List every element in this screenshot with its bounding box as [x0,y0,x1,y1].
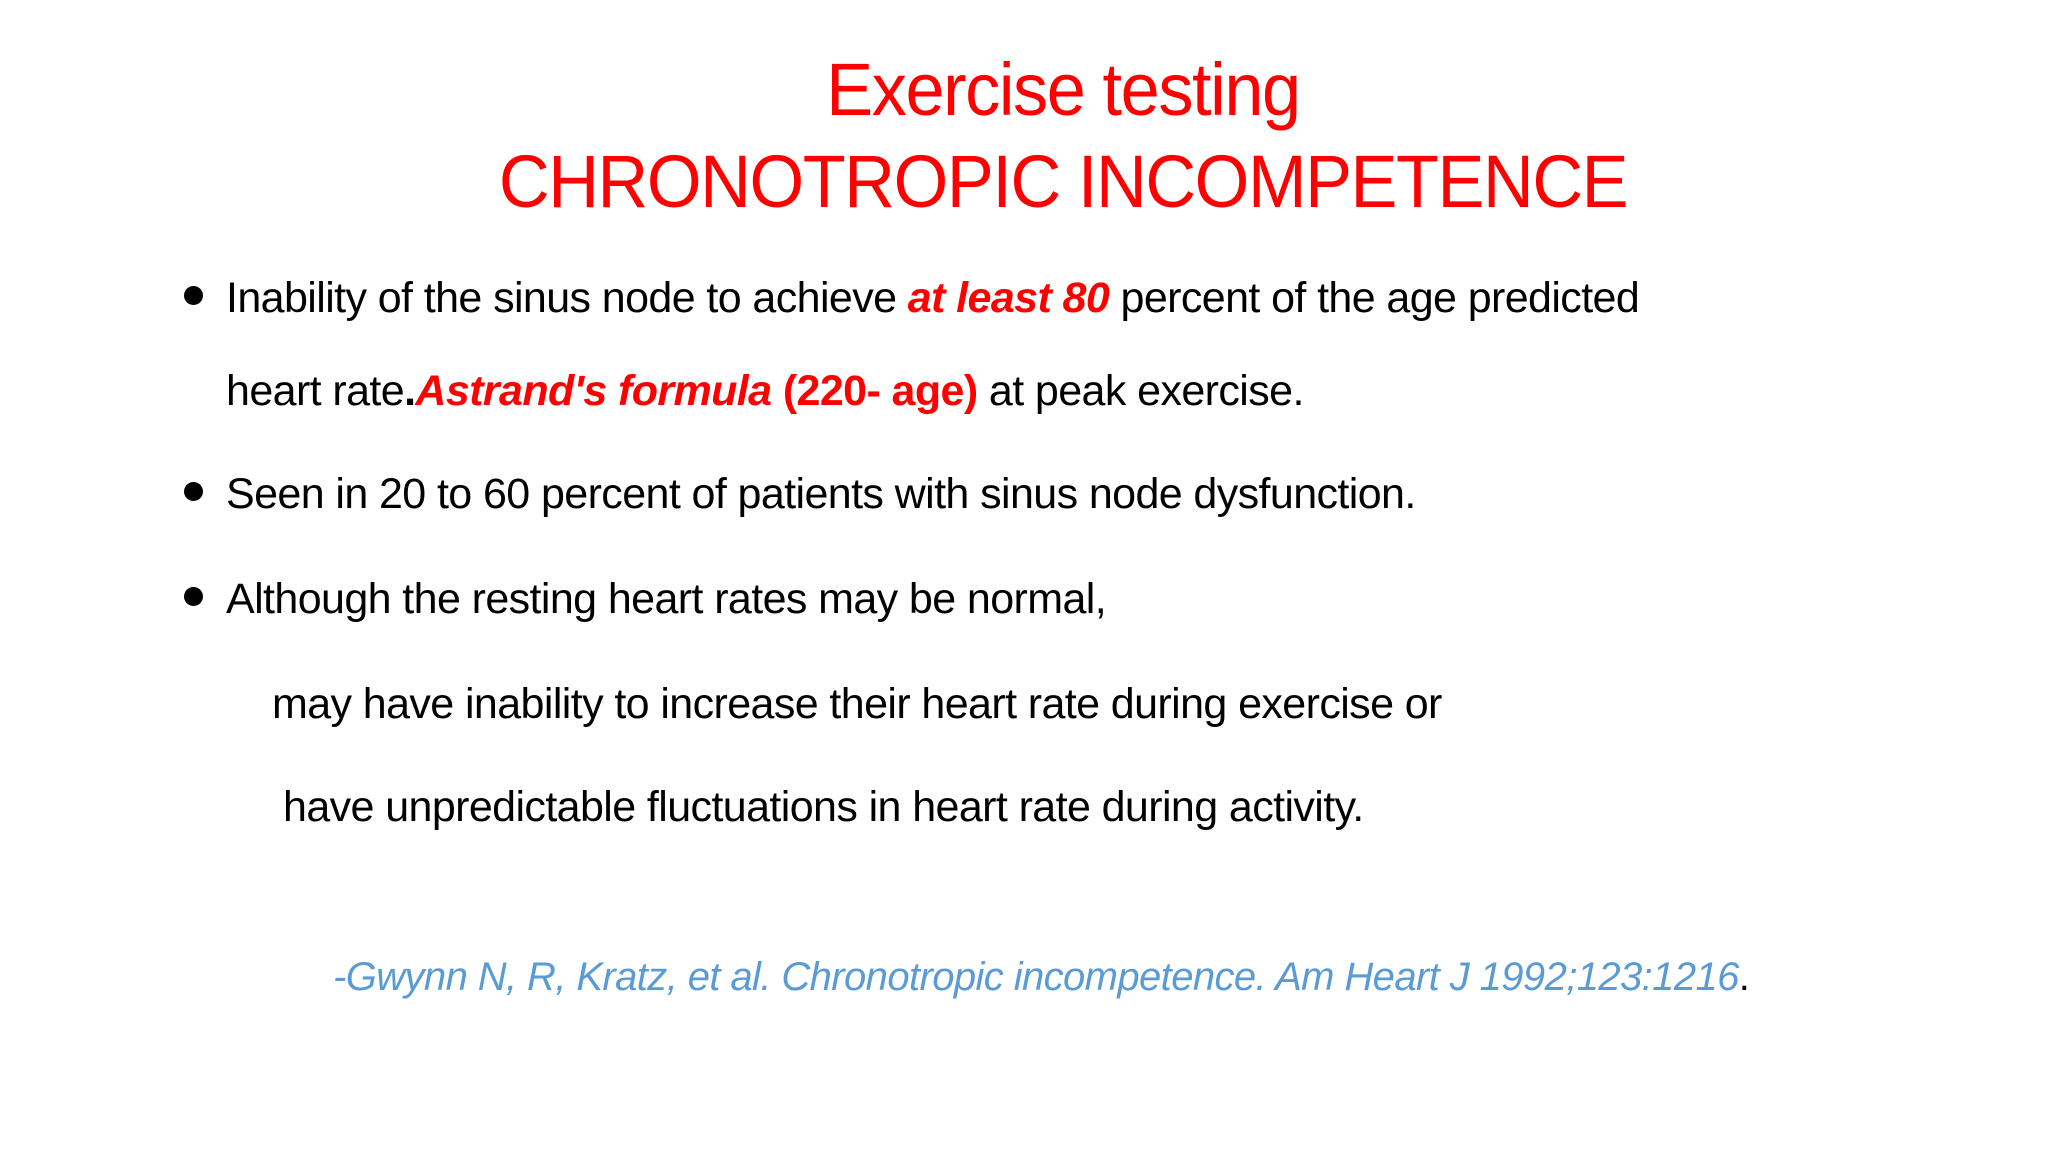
bullet-1-line-2: heart rate.Astrand's formula (220- age) … [226,370,1304,413]
bullet-icon [184,286,203,305]
bullet-icon [184,482,203,501]
bullet-1-text-post: percent of the age predicted [1109,274,1640,322]
bullet-1-emphasis: at least 80 [907,274,1110,322]
bullet-1-text: Inability of the sinus node to achieve [226,274,908,322]
bullet-1-text-end: at peak exercise. [977,367,1304,415]
citation-text: -Gwynn N, R, Kratz, et al. Chronotropic … [333,955,1739,999]
bullet-1-period: . [404,367,416,415]
bullet-3-continuation-1: may have inability to increase their hea… [272,680,1442,728]
bullet-1-line-1: Inability of the sinus node to achieve a… [226,274,1640,322]
bullet-3-line: Although the resting heart rates may be … [226,575,1107,623]
formula-name: Astrand's formula [415,367,772,415]
slide-title-line-2: CHRONOTROPIC INCOMPETENCE [498,140,1629,223]
bullet-1-text-cont: heart rate [226,367,405,415]
bullet-icon [184,587,203,606]
slide-title-line-1: Exercise testing [826,48,1301,131]
spacer [771,367,782,415]
bullet-3-continuation-2: have unpredictable fluctuations in heart… [283,783,1364,831]
citation-end: . [1738,955,1750,999]
formula-expression: (220- age) [782,367,978,415]
bullet-2-line: Seen in 20 to 60 percent of patients wit… [226,470,1416,518]
citation: -Gwynn N, R, Kratz, et al. Chronotropic … [333,955,1750,999]
